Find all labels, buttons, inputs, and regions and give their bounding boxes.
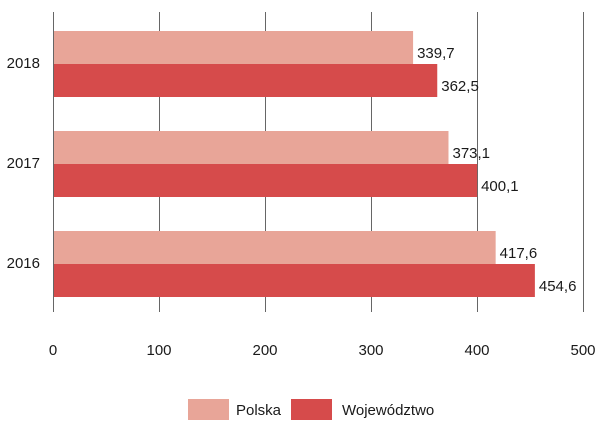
data-label-polska-2017: 373,1 <box>452 145 490 162</box>
bar-polska-2016 <box>54 231 496 264</box>
bar-województwo-2017 <box>54 164 478 197</box>
legend-swatch-polska <box>188 399 229 420</box>
data-label-polska-2016: 417,6 <box>500 245 538 262</box>
legend-label-polska: Polska <box>236 402 282 419</box>
legend-label-województwo: Województwo <box>342 402 434 419</box>
data-label-województwo-2017: 400,1 <box>481 178 519 195</box>
bar-województwo-2016 <box>54 264 535 297</box>
bar-polska-2018 <box>54 31 414 64</box>
x-tick-label-0: 0 <box>49 342 57 359</box>
bar-województwo-2018 <box>54 64 438 97</box>
category-labels: 2016 2017 2018 <box>7 55 40 272</box>
x-tick-label-100: 100 <box>146 342 171 359</box>
data-label-województwo-2016: 454,6 <box>539 278 577 295</box>
x-tick-label-200: 200 <box>252 342 277 359</box>
x-axis-ticks: 0 100 200 300 400 500 <box>49 342 596 359</box>
data-label-polska-2018: 339,7 <box>417 45 455 62</box>
bar-polska-2017 <box>54 131 449 164</box>
legend-swatch-województwo <box>291 399 332 420</box>
x-tick-label-400: 400 <box>464 342 489 359</box>
x-tick-label-500: 500 <box>570 342 595 359</box>
x-tick-label-300: 300 <box>358 342 383 359</box>
category-label-2018: 2018 <box>7 55 40 72</box>
data-label-województwo-2018: 362,5 <box>441 78 479 95</box>
category-label-2017: 2017 <box>7 155 40 172</box>
category-label-2016: 2016 <box>7 255 40 272</box>
legend: Polska Województwo <box>188 399 434 420</box>
